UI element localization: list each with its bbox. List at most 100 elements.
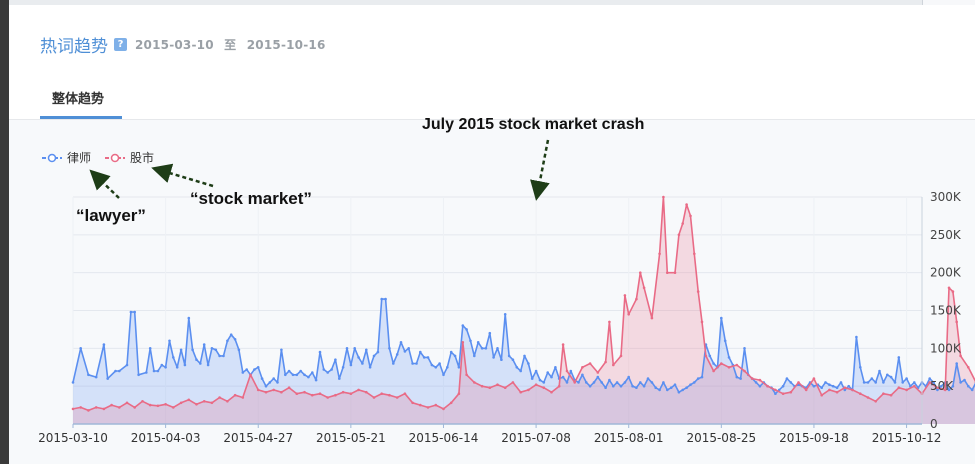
data-point[interactable] [608,378,611,382]
data-point[interactable] [419,403,422,407]
data-point[interactable] [685,203,688,206]
data-point[interactable] [457,392,461,396]
data-point[interactable] [345,347,349,350]
data-point[interactable] [735,363,739,367]
data-point[interactable] [727,366,731,369]
data-point[interactable] [959,354,962,358]
data-point[interactable] [573,381,576,384]
data-point[interactable] [581,373,584,377]
data-point[interactable] [569,369,573,373]
data-point[interactable] [750,377,754,380]
data-point[interactable] [712,369,715,373]
data-point[interactable] [326,371,330,374]
legend-item-lawyer[interactable]: 律师 [42,151,91,165]
data-point[interactable] [739,377,742,380]
data-point[interactable] [434,366,438,369]
data-point[interactable] [102,343,106,346]
help-icon[interactable]: ? [114,37,127,51]
data-point[interactable] [588,362,592,365]
data-point[interactable] [187,398,191,402]
data-point[interactable] [519,369,522,373]
data-point[interactable] [662,195,665,199]
data-point[interactable] [245,368,248,371]
data-point[interactable] [743,347,746,350]
data-point[interactable] [426,356,430,359]
data-point[interactable] [403,392,407,396]
data-point[interactable] [295,373,299,377]
data-point[interactable] [758,384,762,388]
data-point[interactable] [913,384,916,388]
data-point[interactable] [557,384,561,388]
data-point[interactable] [905,388,908,392]
data-point[interactable] [164,366,167,369]
data-point[interactable] [820,386,823,390]
data-point[interactable] [534,369,538,373]
data-point[interactable] [129,310,133,314]
data-point[interactable] [704,354,708,358]
data-point[interactable] [720,362,723,365]
data-point[interactable] [839,381,843,384]
data-point[interactable] [685,386,688,390]
data-point[interactable] [596,371,600,374]
data-point[interactable] [959,381,962,384]
data-point[interactable] [341,390,345,394]
data-point[interactable] [488,331,492,335]
data-point[interactable] [612,363,615,367]
data-point[interactable] [303,373,306,377]
data-point[interactable] [272,377,276,380]
data-point[interactable] [399,341,403,344]
data-point[interactable] [604,360,607,364]
data-point[interactable] [870,377,874,380]
data-point[interactable] [519,390,522,394]
data-point[interactable] [453,354,457,358]
data-point[interactable] [901,381,904,384]
data-point[interactable] [233,393,237,397]
data-point[interactable] [156,404,160,408]
data-point[interactable] [422,356,426,359]
data-point[interactable] [395,353,399,356]
data-point[interactable] [449,350,453,354]
data-point[interactable] [831,384,835,388]
data-point[interactable] [388,347,391,350]
data-point[interactable] [229,333,233,337]
data-point[interactable] [909,384,912,388]
data-point[interactable] [94,375,98,379]
data-point[interactable] [727,356,731,359]
data-point[interactable] [492,356,495,359]
data-point[interactable] [797,381,800,384]
data-point[interactable] [847,384,850,388]
data-point[interactable] [789,381,793,384]
data-point[interactable] [681,222,684,225]
data-point[interactable] [102,407,106,411]
data-point[interactable] [897,386,901,390]
data-point[interactable] [334,393,337,397]
data-point[interactable] [882,392,885,396]
data-point[interactable] [264,384,268,388]
data-point[interactable] [696,290,700,293]
data-point[interactable] [712,362,715,365]
data-point[interactable] [774,388,777,392]
data-point[interactable] [608,320,611,324]
data-point[interactable] [882,381,885,384]
data-point[interactable] [534,383,538,387]
data-point[interactable] [623,381,627,384]
data-point[interactable] [222,354,225,358]
data-point[interactable] [118,369,121,373]
data-point[interactable] [623,294,627,297]
data-point[interactable] [110,403,113,407]
data-point[interactable] [164,403,167,406]
data-point[interactable] [442,373,445,377]
data-point[interactable] [137,373,140,377]
data-point[interactable] [689,383,692,387]
data-point[interactable] [183,363,187,367]
data-point[interactable] [496,347,499,350]
data-point[interactable] [457,366,461,369]
data-point[interactable] [843,388,847,392]
data-point[interactable] [828,383,831,387]
data-point[interactable] [604,386,607,390]
data-point[interactable] [330,368,333,371]
data-point[interactable] [650,381,654,384]
data-point[interactable] [214,348,218,352]
data-point[interactable] [913,381,916,384]
data-point[interactable] [446,366,449,369]
